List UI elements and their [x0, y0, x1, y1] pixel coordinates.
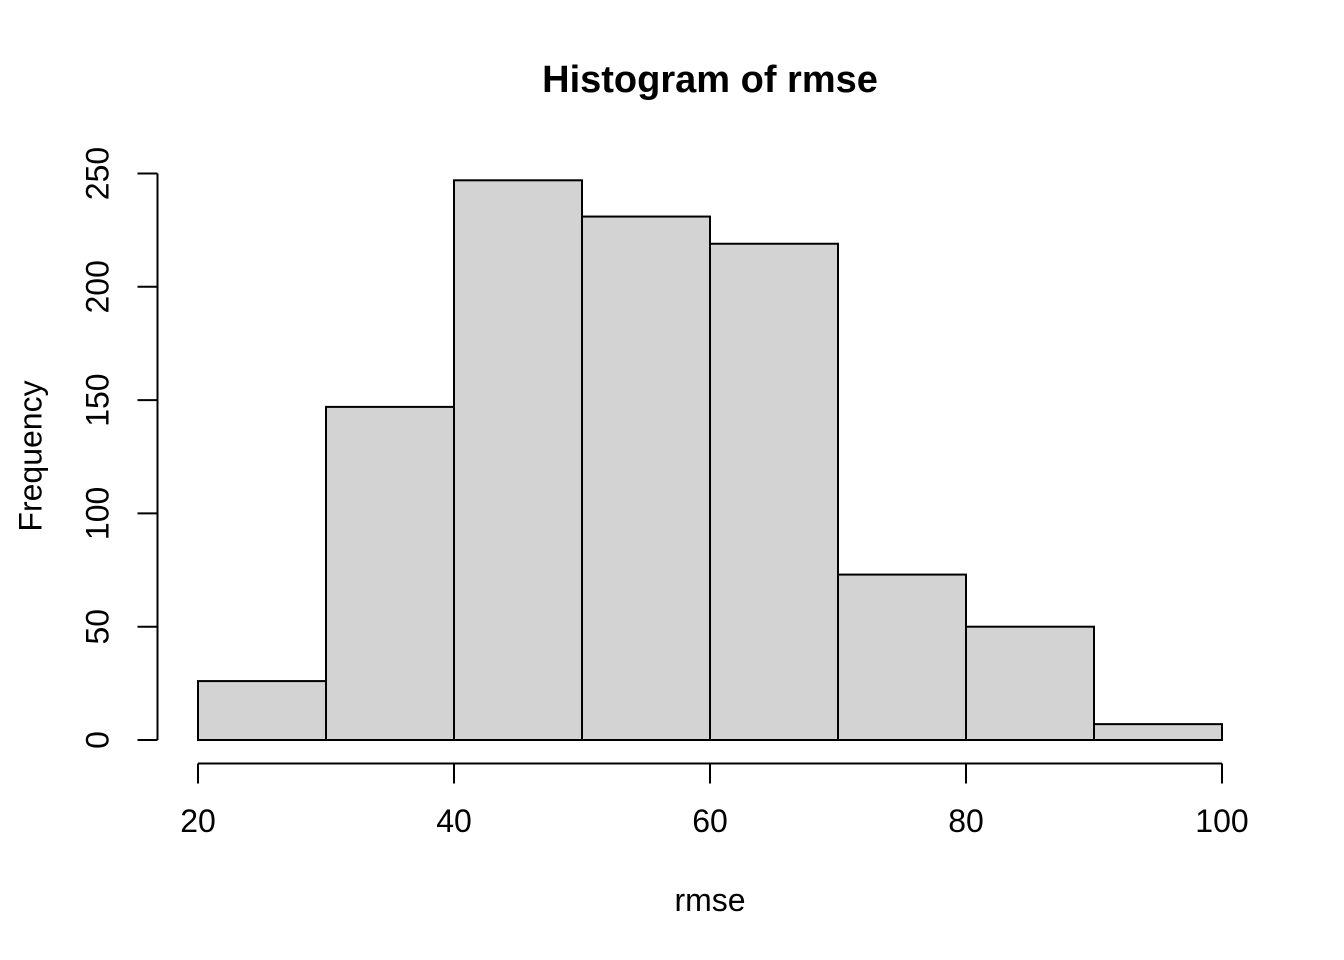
x-tick-label: 60	[692, 803, 728, 839]
histogram-bar-20-30	[197, 680, 327, 741]
y-tick-label: 200	[79, 260, 115, 313]
y-tick-label: 0	[79, 731, 115, 749]
histogram-bar-30-40	[325, 405, 455, 741]
x-tick-label: 80	[948, 803, 984, 839]
y-tick-label: 50	[79, 609, 115, 645]
histogram-bar-80-90	[965, 625, 1095, 742]
x-tick-label: 100	[1195, 803, 1248, 839]
histogram-bar-50-60	[581, 215, 711, 741]
y-tick-label: 100	[79, 487, 115, 540]
x-tick-label: 40	[436, 803, 472, 839]
y-tick-label: 250	[79, 147, 115, 200]
histogram-bar-70-80	[837, 573, 967, 741]
x-tick-label: 20	[180, 803, 216, 839]
chart-title: Histogram of rmse	[542, 59, 878, 101]
histogram-bar-40-50	[453, 179, 583, 742]
histogram-bar-60-70	[709, 242, 839, 741]
y-tick-label: 150	[79, 373, 115, 426]
y-axis-label: Frequency	[12, 380, 49, 532]
histogram-bar-90-100	[1093, 723, 1223, 741]
x-axis-label: rmse	[674, 882, 746, 918]
